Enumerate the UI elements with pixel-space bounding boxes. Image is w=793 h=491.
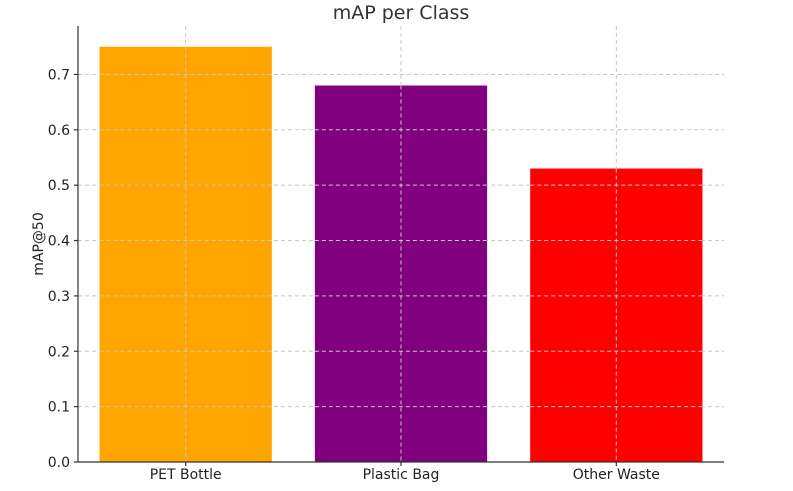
y-tick-label: 0.4 (48, 234, 70, 250)
bars (99, 46, 703, 463)
y-tick-labels: 0.0 0.1 0.2 0.3 0.4 0.5 0.6 0.7 (48, 67, 78, 471)
chart-title: mAP per Class (333, 2, 470, 24)
x-tick-label: Other Waste (573, 467, 660, 483)
y-tick-label: 0.7 (48, 67, 70, 83)
y-tick-label: 0.6 (48, 123, 70, 139)
y-tick-label: 0.5 (48, 178, 70, 194)
y-tick-label: 0.3 (48, 289, 70, 305)
x-tick-label: Plastic Bag (363, 467, 440, 483)
y-tick-label: 0.1 (48, 400, 70, 416)
y-tick-label: 0.2 (48, 344, 70, 360)
x-tick-labels: PET Bottle Plastic Bag Other Waste (150, 462, 660, 483)
y-axis-label: mAP@50 (31, 212, 47, 275)
y-tick-label: 0.0 (48, 455, 70, 471)
bar-other-waste (530, 168, 703, 463)
bar-plastic-bag (314, 85, 488, 463)
x-tick-label: PET Bottle (150, 467, 222, 483)
